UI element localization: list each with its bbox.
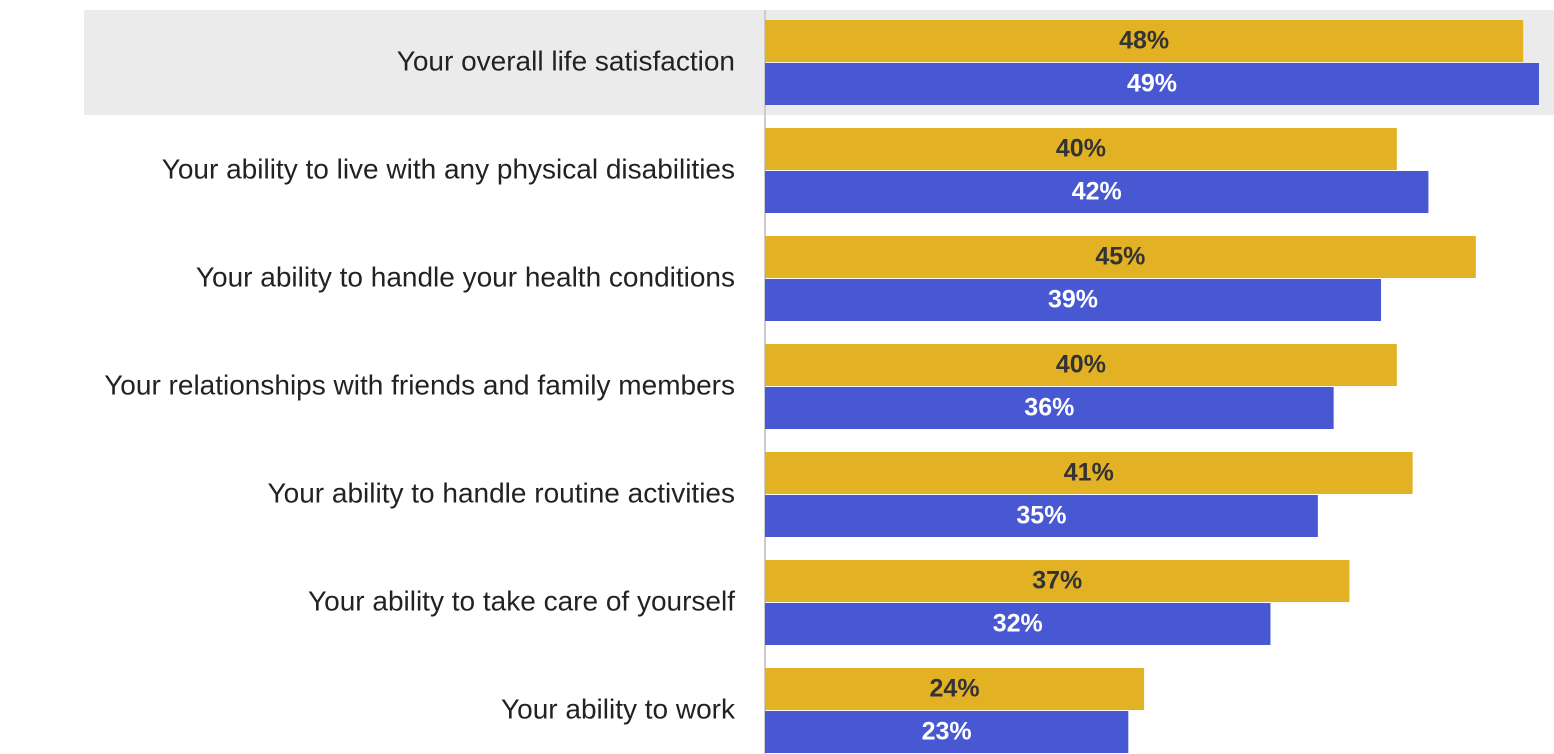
value-label: 23% — [922, 718, 972, 746]
bar — [765, 20, 1524, 62]
value-label: 32% — [993, 610, 1043, 638]
bar — [765, 711, 1129, 753]
value-label: 49% — [1127, 70, 1177, 98]
bar — [765, 344, 1397, 386]
value-label: 40% — [1056, 135, 1106, 163]
category-label: Your ability to handle your health condi… — [196, 261, 735, 292]
bar — [765, 452, 1413, 494]
category-label: Your ability to handle routine activitie… — [268, 477, 735, 508]
value-label: 40% — [1056, 351, 1106, 379]
bar — [765, 495, 1318, 537]
value-label: 37% — [1032, 567, 1082, 595]
value-label: 41% — [1064, 459, 1114, 487]
value-label: 48% — [1119, 27, 1169, 55]
category-label: Your overall life satisfaction — [397, 45, 735, 76]
value-label: 24% — [930, 675, 980, 703]
category-label: Your relationships with friends and fami… — [104, 369, 735, 400]
category-label: Your ability to work — [501, 693, 736, 724]
bar — [765, 128, 1397, 170]
value-label: 36% — [1024, 394, 1074, 422]
bar — [765, 63, 1539, 105]
value-label: 45% — [1095, 243, 1145, 271]
bar — [765, 171, 1429, 213]
bar — [765, 236, 1476, 278]
bar — [765, 387, 1334, 429]
bar — [765, 279, 1382, 321]
value-label: 35% — [1016, 502, 1066, 530]
bar — [765, 668, 1145, 710]
value-label: 42% — [1072, 178, 1122, 206]
value-label: 39% — [1048, 286, 1098, 314]
category-label: Your ability to live with any physical d… — [162, 153, 735, 184]
bar — [765, 603, 1271, 645]
bar — [765, 560, 1350, 602]
category-label: Your ability to take care of yourself — [308, 585, 735, 616]
